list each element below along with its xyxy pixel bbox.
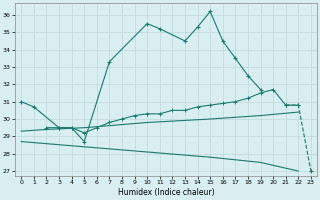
X-axis label: Humidex (Indice chaleur): Humidex (Indice chaleur)	[118, 188, 214, 197]
